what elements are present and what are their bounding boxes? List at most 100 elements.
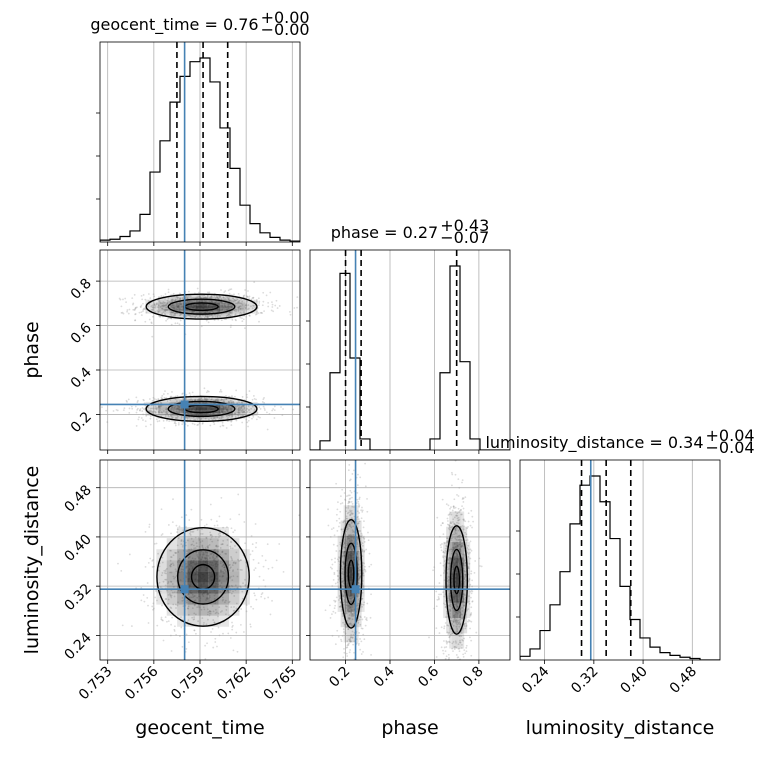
- sample-point: [154, 543, 156, 545]
- sample-point: [346, 646, 348, 648]
- sample-point: [250, 554, 252, 556]
- sample-point: [436, 656, 438, 658]
- sample-point: [72, 302, 74, 304]
- sample-point: [123, 313, 125, 315]
- density-cell: [229, 582, 239, 593]
- pair-panel-geocent_time-luminosity_distance: [96, 460, 300, 664]
- sample-point: [468, 619, 470, 621]
- sample-point: [240, 608, 242, 610]
- sample-point: [440, 524, 442, 526]
- sample-point: [451, 484, 453, 486]
- sample-point: [171, 650, 173, 652]
- pair-panel-geocent_time-phase: [72, 250, 304, 454]
- sample-point: [481, 566, 483, 568]
- sample-point: [126, 401, 128, 403]
- sample-point: [150, 418, 152, 420]
- sample-point: [466, 645, 468, 647]
- density-cell: [195, 300, 207, 303]
- sample-point: [244, 542, 246, 544]
- sample-point: [471, 527, 473, 529]
- sample-point: [356, 499, 358, 501]
- gridlines: [545, 460, 693, 660]
- sample-point: [335, 643, 337, 645]
- density-cell: [233, 413, 245, 416]
- sample-point: [139, 410, 141, 412]
- sample-point: [456, 494, 458, 496]
- sample-point: [247, 290, 249, 292]
- density-cell: [359, 521, 362, 536]
- sample-point: [334, 607, 336, 609]
- sample-point: [449, 687, 451, 689]
- sample-point: [258, 312, 260, 314]
- sample-point: [272, 567, 274, 569]
- sample-point: [142, 419, 144, 421]
- sample-point: [229, 518, 231, 520]
- density-cell: [458, 511, 461, 526]
- sample-point: [141, 314, 143, 316]
- sample-point: [204, 525, 206, 527]
- sample-point: [349, 498, 351, 500]
- sample-point: [263, 566, 265, 568]
- sample-point: [365, 571, 367, 573]
- sample-point: [351, 473, 353, 475]
- sample-point: [244, 327, 246, 329]
- sample-point: [344, 499, 346, 501]
- density-cell: [455, 633, 458, 648]
- sample-point: [233, 649, 235, 651]
- sample-point: [342, 635, 344, 637]
- sample-point: [206, 642, 208, 644]
- sample-point: [370, 593, 372, 595]
- sample-point: [148, 562, 150, 564]
- sample-point: [281, 414, 283, 416]
- sample-point: [447, 633, 449, 635]
- sample-point: [280, 406, 282, 408]
- sample-point: [142, 407, 144, 409]
- sample-point: [165, 293, 167, 295]
- sample-point: [332, 564, 334, 566]
- sample-point: [440, 575, 442, 577]
- sample-point: [129, 309, 131, 311]
- sample-point: [264, 598, 266, 600]
- sample-point: [239, 317, 241, 319]
- sample-point: [135, 406, 137, 408]
- sample-point: [469, 636, 471, 638]
- sample-point: [339, 511, 341, 513]
- density-cell: [158, 311, 170, 314]
- sample-point: [479, 565, 481, 567]
- sample-point: [256, 418, 258, 420]
- sample-point: [351, 492, 353, 494]
- sample-point: [234, 529, 236, 531]
- sample-point: [231, 622, 233, 624]
- sample-point: [166, 621, 168, 623]
- sample-point: [452, 650, 454, 652]
- sample-point: [188, 519, 190, 521]
- sample-point: [462, 498, 464, 500]
- density-cell: [188, 605, 198, 616]
- sample-point: [474, 560, 476, 562]
- sample-point: [360, 640, 362, 642]
- sample-point: [276, 300, 278, 302]
- density-cell: [219, 571, 229, 582]
- sample-point: [188, 291, 190, 293]
- sample-point: [139, 312, 141, 314]
- sample-point: [140, 304, 142, 306]
- sample-point: [238, 293, 240, 295]
- sample-point: [170, 635, 172, 637]
- sample-point: [120, 299, 122, 301]
- sample-point: [440, 546, 442, 548]
- sample-point: [255, 599, 257, 601]
- sample-point: [470, 510, 472, 512]
- sample-point: [454, 683, 456, 685]
- density-cell: [233, 311, 245, 314]
- sample-point: [331, 528, 333, 530]
- sample-point: [245, 419, 247, 421]
- sample-point: [445, 687, 447, 689]
- density-cell: [167, 571, 177, 582]
- density-cell: [188, 560, 198, 571]
- sample-point: [349, 649, 351, 651]
- sample-point: [264, 585, 266, 587]
- sample-point: [272, 310, 274, 312]
- sample-point: [325, 609, 327, 611]
- sample-point: [136, 412, 138, 414]
